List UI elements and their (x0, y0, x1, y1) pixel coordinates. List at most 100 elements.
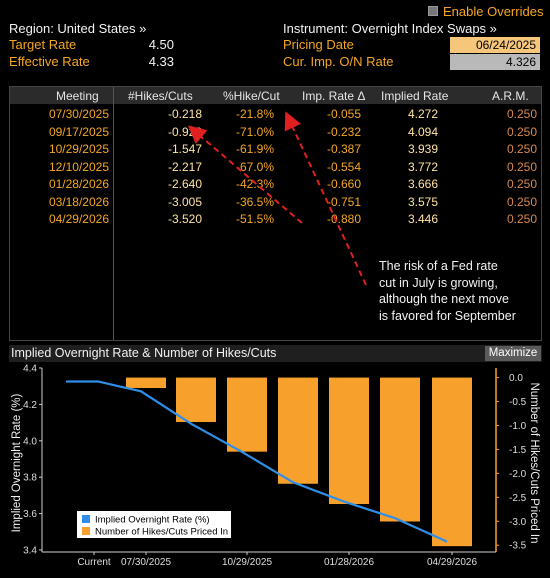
cell-arm: 0.250 (506, 177, 537, 191)
right-tick-label: -0.5 (509, 397, 527, 408)
cell-meeting: 07/30/2025 (48, 107, 109, 121)
cell-imp-rate-delta: -0.660 (326, 177, 361, 191)
annotation-line: The risk of a Fed rate (379, 259, 498, 273)
left-tick-label: 4.2 (23, 400, 37, 411)
maximize-button[interactable]: Maximize (485, 346, 541, 361)
cell-hikes-cuts: -3.520 (167, 212, 202, 226)
right-tick-label: -2.0 (509, 469, 527, 480)
cell-imp-rate-delta: -0.387 (326, 142, 361, 156)
cell-meeting: 03/18/2026 (48, 194, 109, 209)
cell-meeting: 09/17/2025 (48, 124, 109, 139)
cell-arm: 0.250 (506, 124, 537, 139)
table-row[interactable]: 10/29/2025 -1.547 -61.9% -0.387 3.939 0.250 (10, 141, 541, 159)
right-tick-label: -1.5 (509, 445, 527, 456)
chart-panel-title: Implied Overnight Rate & Number of Hikes… (11, 346, 277, 360)
target-rate-label: Target Rate (9, 37, 77, 52)
cell-hikes-cuts: -0.218 (167, 107, 202, 121)
right-tick-label: -1.0 (509, 421, 527, 432)
cell-implied-rate: 3.772 (407, 159, 438, 174)
left-tick-label: 3.6 (23, 509, 37, 520)
cur-imp-rate-field[interactable]: 4.326 (450, 54, 540, 70)
legend-label-rate: Implied Overnight Rate (%) (95, 515, 210, 526)
cell-pct-hike-cut: -36.5% (235, 194, 274, 209)
annotation-note: The risk of a Fed rate cut in July is gr… (379, 258, 549, 324)
table-row[interactable]: 12/10/2025 -2.217 -67.0% -0.554 3.772 0.250 (10, 159, 541, 177)
left-tick-label: 4.4 (23, 364, 37, 375)
bar (126, 377, 166, 389)
x-tick-label: 01/28/2026 (324, 557, 374, 568)
cell-arm: 0.250 (506, 159, 537, 174)
right-tick-label: 0.0 (509, 373, 523, 384)
cell-hikes-cuts: -2.217 (167, 159, 202, 174)
cell-imp-rate-delta: -0.880 (326, 212, 361, 226)
cell-meeting: 12/10/2025 (48, 159, 109, 174)
table-row[interactable]: 09/17/2025 -0.928 -71.0% -0.232 4.094 0.250 (10, 124, 541, 142)
region-selector[interactable]: Region: United States » (9, 21, 147, 36)
table-header: Meeting #Hikes/Cuts %Hike/Cut Imp. Rate … (10, 87, 541, 104)
target-rate-value: 4.50 (148, 37, 174, 52)
cell-implied-rate: 3.575 (407, 194, 438, 209)
cell-meeting: 01/28/2026 (48, 177, 109, 191)
right-tick-label: -3.5 (509, 541, 527, 552)
meetings-table: Meeting #Hikes/Cuts %Hike/Cut Imp. Rate … (9, 86, 542, 341)
right-tick-label: -2.5 (509, 493, 527, 504)
cell-implied-rate: 3.446 (407, 212, 438, 226)
cell-implied-rate: 4.094 (407, 124, 438, 139)
effective-rate-label: Effective Rate (9, 54, 90, 69)
cell-arm: 0.250 (506, 107, 537, 121)
x-tick-label: Current (77, 557, 111, 568)
bar (278, 377, 318, 484)
legend-swatch-rate (82, 515, 90, 523)
cell-hikes-cuts: -1.547 (167, 142, 202, 156)
bar (329, 377, 369, 505)
col-pct-hike-cut[interactable]: %Hike/Cut (223, 89, 280, 103)
legend-box (77, 511, 231, 538)
arrow-to-pct (284, 111, 367, 286)
bar (176, 377, 216, 423)
cell-meeting: 10/29/2025 (48, 142, 109, 156)
cell-imp-rate-delta: -0.232 (326, 124, 361, 139)
pricing-date-label: Pricing Date (283, 37, 354, 52)
chart-panel-header: Implied Overnight Rate & Number of Hikes… (9, 345, 542, 362)
bar (432, 377, 472, 547)
cell-implied-rate: 3.666 (407, 177, 438, 191)
column-divider (113, 87, 114, 340)
legend-label-hikes: Number of Hikes/Cuts Priced In (95, 527, 228, 538)
cell-implied-rate: 3.939 (407, 142, 438, 156)
left-tick-label: 4.0 (23, 436, 37, 447)
legend-swatch-hikes (82, 527, 90, 535)
cell-hikes-cuts: -2.640 (167, 177, 202, 191)
cell-arm: 0.250 (506, 142, 537, 156)
col-implied-rate[interactable]: Implied Rate (381, 89, 449, 103)
cell-pct-hike-cut: -61.9% (235, 142, 274, 156)
rate-chart: 3.4 3.6 3.8 4.0 4.2 4.4 0.0 -0.5 -1.0 -1.5 -2.0 -2.… (11, 364, 540, 569)
right-axis-title: Number of Hikes/Cuts Priced In (528, 382, 540, 543)
col-arm[interactable]: A.R.M. (492, 89, 529, 103)
table-row[interactable]: 03/18/2026 -3.005 -36.5% -0.751 3.575 0.250 (10, 194, 541, 212)
bar (227, 377, 267, 452)
table-row[interactable]: 07/30/2025 -0.218 -21.8% -0.055 4.272 0.250 (10, 106, 541, 124)
cur-imp-rate-label: Cur. Imp. O/N Rate (283, 54, 394, 69)
cell-meeting: 04/29/2026 (48, 212, 109, 226)
cell-pct-hike-cut: -67.0% (235, 159, 274, 174)
x-tick-label: 07/30/2025 (121, 557, 171, 568)
enable-overrides-label[interactable]: Enable Overrides (443, 4, 544, 19)
x-tick-label: 04/29/2026 (427, 557, 477, 568)
left-tick-label: 3.8 (23, 473, 37, 484)
cell-pct-hike-cut: -51.5% (235, 212, 274, 226)
col-hikes-cuts[interactable]: #Hikes/Cuts (128, 89, 193, 103)
instrument-selector[interactable]: Instrument: Overnight Index Swaps » (283, 21, 497, 36)
bar (380, 377, 420, 522)
table-row[interactable]: 04/29/2026 -3.520 -51.5% -0.880 3.446 0.250 (10, 211, 541, 229)
pricing-date-field[interactable]: 06/24/2025 (450, 37, 540, 53)
cell-arm: 0.250 (506, 194, 537, 209)
col-meeting[interactable]: Meeting (56, 89, 99, 103)
rate-line (66, 380, 448, 543)
col-imp-rate-delta[interactable]: Imp. Rate Δ (302, 89, 366, 103)
enable-overrides-checkbox[interactable] (428, 6, 438, 16)
left-axis-title: Implied Overnight Rate (%) (11, 393, 23, 532)
arrow-to-hikes (187, 125, 303, 224)
annotation-line: although the next move (379, 292, 509, 306)
